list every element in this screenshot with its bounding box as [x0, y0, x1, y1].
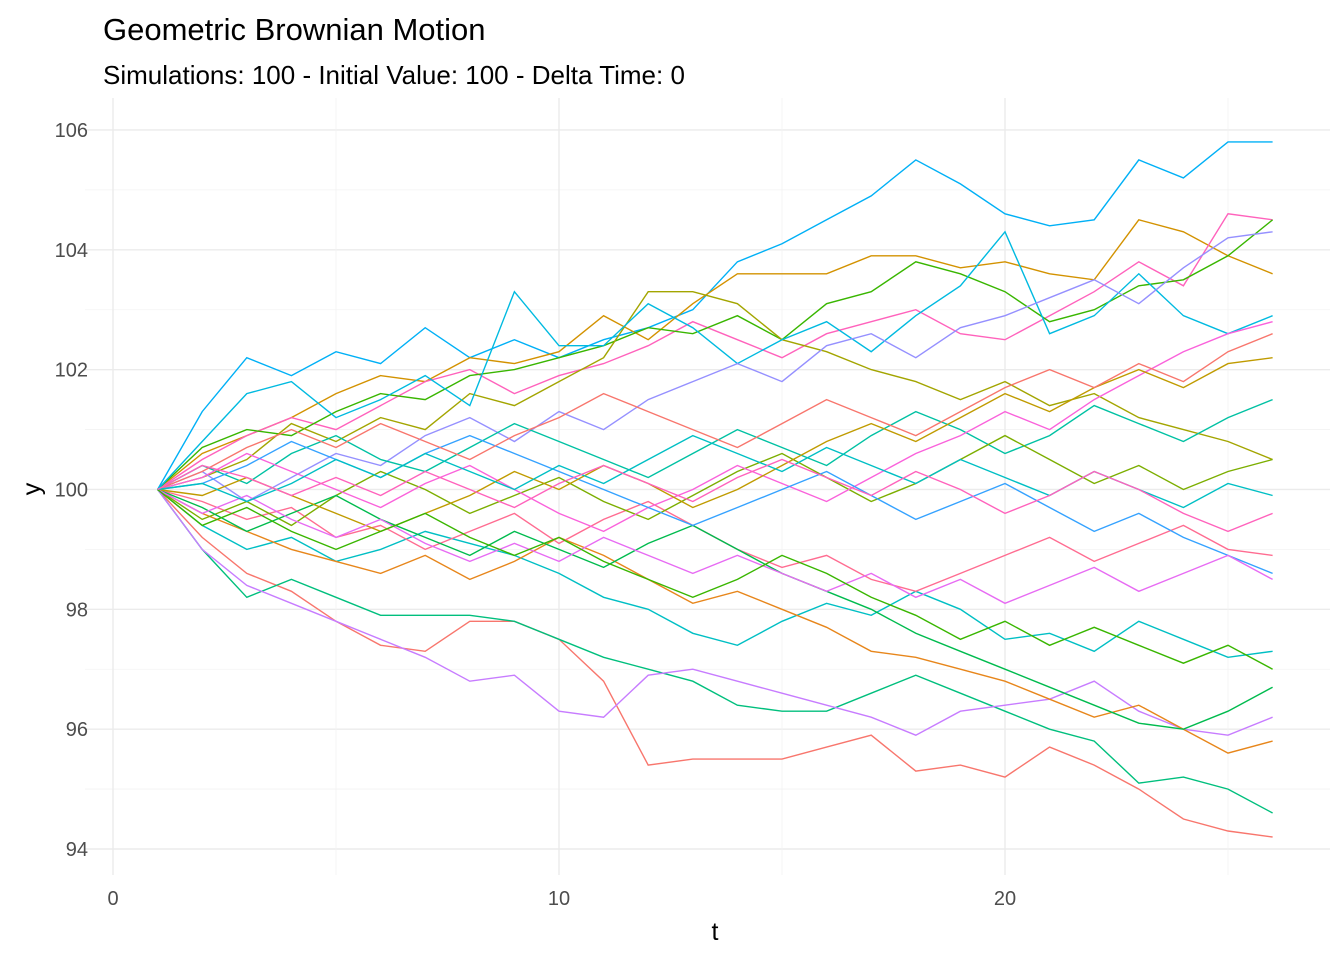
x-axis-label: t	[712, 918, 719, 946]
series-line-sim-11	[157, 488, 1273, 754]
chart-subtitle: Simulations: 100 - Initial Value: 100 - …	[103, 60, 685, 90]
series-line-sim-15	[157, 434, 1273, 527]
series-line-sim-17	[157, 488, 1273, 730]
y-tick-label: 94	[66, 839, 88, 861]
y-tick-label: 100	[55, 479, 88, 501]
series-line-sim-2	[157, 489, 1273, 838]
series-line-sim-22	[157, 434, 1273, 509]
series-line-sim-3	[157, 489, 1273, 814]
y-tick-label: 96	[66, 719, 88, 741]
series-line-sim-6	[157, 213, 1273, 491]
series-line-sim-8	[157, 291, 1273, 491]
y-tick-label: 102	[55, 360, 88, 382]
x-tick-label: 20	[994, 888, 1016, 910]
axis-ticks: 94 96 98 100 102 104 106 0 10 20	[55, 120, 1017, 910]
y-axis-label: y	[18, 482, 46, 495]
y-tick-label: 104	[55, 240, 88, 262]
series-line-sim-16	[157, 321, 1273, 533]
series-line-sim-18	[157, 434, 1273, 575]
series-line-sim-1	[156, 141, 1273, 490]
series-line-sim-14	[157, 398, 1273, 491]
series-line-sim-12	[157, 231, 1273, 503]
series-line-sim-5	[157, 219, 1273, 491]
y-tick-label: 98	[66, 599, 88, 621]
series-line-sim-9	[157, 488, 1273, 659]
series-line-sim-4	[157, 489, 1273, 736]
series-line-sim-10	[157, 230, 1273, 490]
series-line-sim-19	[157, 357, 1273, 533]
x-tick-label: 10	[548, 888, 570, 910]
chart-title: Geometric Brownian Motion	[103, 12, 486, 47]
x-tick-label: 0	[107, 888, 118, 910]
series-line-sim-21	[157, 333, 1273, 491]
series-line-sim-24	[157, 458, 1273, 533]
series-line-sim-23	[157, 488, 1273, 670]
series-lines	[156, 141, 1274, 838]
series-line-sim-20	[157, 488, 1273, 605]
y-tick-label: 106	[55, 120, 88, 142]
series-line-sim-13	[157, 488, 1273, 593]
series-line-sim-7	[157, 219, 1274, 491]
